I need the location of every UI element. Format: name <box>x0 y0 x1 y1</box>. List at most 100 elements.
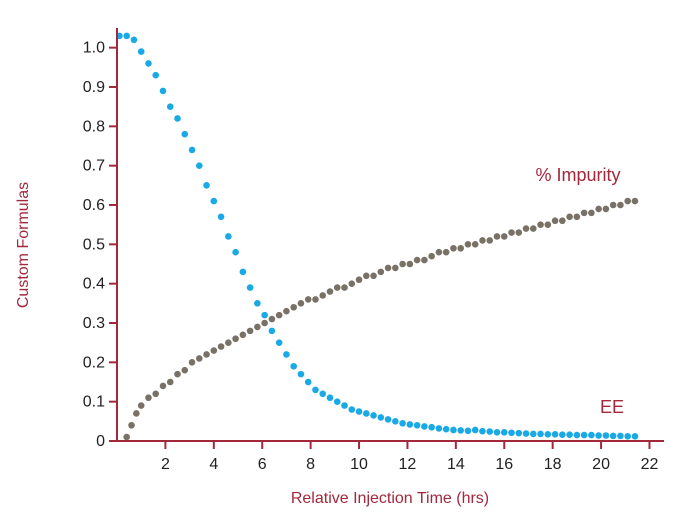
impurity-point <box>580 209 588 217</box>
ee-point <box>348 406 356 413</box>
x-tick-label: 8 <box>306 456 315 473</box>
ee-point <box>500 429 508 436</box>
ee-point <box>609 432 617 440</box>
ee-point <box>588 431 595 439</box>
impurity-point <box>559 217 566 225</box>
ee-point <box>493 429 501 436</box>
impurity-point <box>133 410 140 417</box>
impurity-point <box>537 221 544 228</box>
ee-point <box>471 426 479 434</box>
ee-point <box>210 197 218 205</box>
impurity-point <box>137 402 145 409</box>
y-tick-label: 0.5 <box>83 236 105 253</box>
y-tick-label: 0.8 <box>83 118 105 135</box>
ee-point <box>617 432 624 440</box>
ee-point <box>370 412 377 419</box>
ee-point <box>326 394 334 402</box>
impurity-point <box>326 288 334 295</box>
y-tick-label: 0.3 <box>83 315 105 332</box>
ee-point <box>166 103 174 110</box>
ee-point <box>522 430 530 437</box>
y-tick-label: 0 <box>96 433 105 450</box>
ee-point <box>181 130 189 138</box>
ee-point <box>479 427 486 435</box>
impurity-point <box>609 201 617 209</box>
impurity-point <box>188 359 196 366</box>
ee-point <box>566 431 573 439</box>
impurity-point <box>370 272 377 280</box>
impurity-point <box>210 347 218 354</box>
impurity-point <box>348 280 356 287</box>
ee-point <box>450 426 457 434</box>
impurity-point <box>471 241 479 248</box>
ee-point <box>152 71 160 79</box>
impurity-point <box>457 244 464 252</box>
ee-point <box>559 431 566 439</box>
impurity-point <box>435 248 443 256</box>
x-tick-label: 12 <box>399 456 417 473</box>
y-tick-label: 0.6 <box>83 197 105 214</box>
x-tick-label: 4 <box>209 456 218 473</box>
impurity-point <box>312 296 319 303</box>
ee-point <box>203 182 210 189</box>
impurity-point <box>631 197 639 205</box>
ee-point <box>486 428 494 435</box>
y-tick-label: 0.2 <box>83 354 105 371</box>
impurity-point <box>203 351 210 358</box>
ee-point <box>355 408 363 415</box>
x-tick-label: 20 <box>592 456 610 473</box>
ee-point <box>333 398 341 405</box>
impurity-point <box>602 205 610 213</box>
ee-series <box>116 32 639 440</box>
ee-point <box>246 284 254 291</box>
x-tick-label: 18 <box>544 456 562 473</box>
x-tick-label: 14 <box>447 456 465 473</box>
ee-point <box>595 432 602 439</box>
x-tick-label: 22 <box>641 456 659 473</box>
y-tick-label: 0.1 <box>83 394 105 411</box>
ee-point <box>130 36 138 44</box>
ee-point <box>137 48 145 55</box>
impurity-point <box>128 421 135 429</box>
ee-point <box>530 430 537 438</box>
y-tick-label: 0.4 <box>83 276 105 293</box>
impurity-point <box>406 260 414 268</box>
impurity-point <box>174 370 181 378</box>
impurity-point <box>290 303 297 311</box>
impurity-point <box>297 300 305 307</box>
ee-point <box>159 87 167 95</box>
impurity-point <box>377 268 385 276</box>
impurity-point <box>450 244 457 252</box>
ee-point <box>319 390 327 398</box>
x-tick-label: 10 <box>350 456 368 473</box>
impurity-point <box>544 221 552 228</box>
ee-point <box>508 429 515 437</box>
impurity-point <box>166 378 174 386</box>
impurity-point <box>225 339 232 346</box>
series-label-impurity: % Impurity <box>535 165 620 185</box>
impurity-point <box>595 205 602 213</box>
impurity-point <box>588 209 595 217</box>
ee-point <box>399 420 406 427</box>
impurity-point <box>493 233 501 240</box>
impurity-point <box>486 237 494 244</box>
impurity-point <box>384 264 392 272</box>
impurity-point <box>304 296 312 303</box>
ee-point <box>145 60 152 67</box>
ee-point <box>573 431 581 439</box>
ee-point <box>377 414 385 421</box>
x-tick-label: 16 <box>495 456 513 473</box>
impurity-point <box>551 217 559 225</box>
y-tick-label: 0.7 <box>83 158 105 175</box>
impurity-point <box>362 272 370 280</box>
ee-point <box>413 421 421 429</box>
impurity-point <box>181 366 189 374</box>
ee-point <box>384 416 392 423</box>
impurity-series <box>123 197 639 441</box>
impurity-point <box>428 252 435 260</box>
impurity-point <box>254 323 261 331</box>
impurity-point <box>500 233 508 240</box>
y-axis-label: Custom Formulas <box>15 182 32 308</box>
series-label-ee: EE <box>600 397 624 417</box>
ee-point <box>428 423 435 431</box>
